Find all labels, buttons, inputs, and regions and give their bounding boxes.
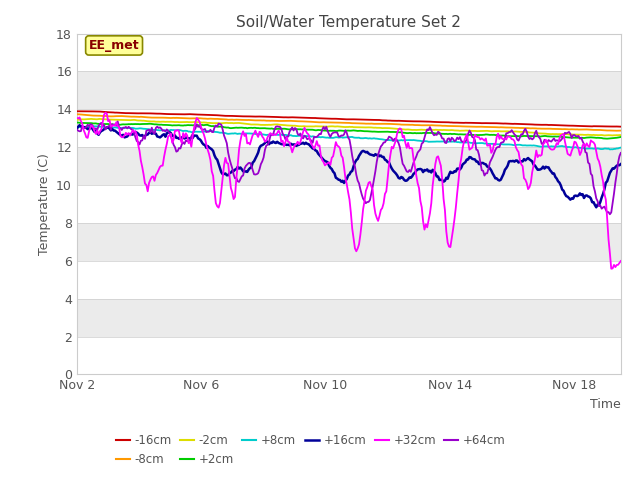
+16cm — [593, 204, 600, 210]
+64cm — [252, 172, 259, 178]
-8cm — [250, 118, 258, 123]
+16cm — [73, 126, 81, 132]
+64cm — [73, 127, 81, 132]
+32cm — [102, 110, 109, 116]
Bar — [77, 336, 621, 374]
Line: +32cm: +32cm — [77, 113, 621, 269]
+32cm — [617, 258, 625, 264]
-2cm — [73, 117, 81, 123]
+32cm — [470, 139, 477, 145]
-2cm — [467, 128, 475, 134]
Text: Time: Time — [590, 398, 621, 411]
+8cm — [91, 123, 99, 129]
Title: Soil/Water Temperature Set 2: Soil/Water Temperature Set 2 — [236, 15, 461, 30]
+32cm — [467, 146, 475, 152]
+8cm — [140, 126, 147, 132]
-16cm — [467, 120, 475, 126]
+8cm — [470, 140, 477, 146]
+2cm — [604, 136, 611, 142]
-2cm — [600, 132, 608, 138]
+8cm — [252, 131, 259, 137]
Text: EE_met: EE_met — [89, 39, 140, 52]
+8cm — [290, 133, 298, 139]
+2cm — [289, 126, 296, 132]
Line: +8cm: +8cm — [77, 126, 621, 149]
+64cm — [290, 128, 298, 133]
+8cm — [417, 138, 424, 144]
+64cm — [606, 211, 614, 217]
Y-axis label: Temperature (C): Temperature (C) — [38, 153, 51, 255]
-16cm — [252, 114, 259, 120]
-16cm — [417, 119, 424, 124]
+8cm — [606, 146, 614, 152]
-2cm — [96, 116, 104, 122]
Bar — [77, 261, 621, 299]
-8cm — [73, 111, 81, 117]
+16cm — [417, 166, 424, 172]
+16cm — [290, 142, 298, 147]
+8cm — [467, 140, 475, 146]
Line: +16cm: +16cm — [77, 125, 621, 207]
-2cm — [470, 128, 477, 134]
-16cm — [290, 114, 298, 120]
Bar — [77, 223, 621, 261]
+16cm — [470, 156, 477, 162]
+8cm — [617, 145, 625, 151]
+2cm — [468, 132, 476, 138]
-16cm — [77, 108, 84, 114]
+32cm — [252, 128, 259, 133]
+16cm — [76, 122, 83, 128]
Line: -8cm: -8cm — [77, 114, 621, 131]
+32cm — [417, 198, 424, 204]
Bar — [77, 72, 621, 109]
Line: -2cm: -2cm — [77, 119, 621, 135]
Line: +64cm: +64cm — [77, 121, 621, 214]
+2cm — [138, 121, 146, 127]
+64cm — [140, 133, 147, 139]
Legend: -16cm, -8cm, -2cm, +2cm, +8cm, +16cm, +32cm, +64cm: -16cm, -8cm, -2cm, +2cm, +8cm, +16cm, +3… — [111, 430, 511, 471]
Line: -16cm: -16cm — [77, 111, 621, 127]
Bar — [77, 34, 621, 72]
Line: +2cm: +2cm — [77, 122, 621, 139]
-2cm — [252, 121, 259, 127]
-2cm — [290, 123, 298, 129]
Bar — [77, 147, 621, 185]
Bar — [77, 185, 621, 223]
-8cm — [617, 128, 625, 133]
-8cm — [613, 128, 621, 133]
-2cm — [140, 118, 147, 123]
+2cm — [415, 131, 423, 136]
+16cm — [140, 133, 147, 139]
-8cm — [468, 124, 476, 130]
+2cm — [250, 125, 258, 131]
-16cm — [73, 108, 81, 114]
+64cm — [417, 146, 424, 152]
Bar — [77, 109, 621, 147]
-16cm — [470, 120, 477, 126]
-2cm — [417, 127, 424, 132]
-16cm — [617, 124, 625, 130]
+16cm — [467, 155, 475, 160]
-16cm — [140, 110, 147, 116]
-8cm — [466, 124, 474, 130]
+2cm — [617, 134, 625, 140]
+2cm — [73, 120, 81, 125]
+2cm — [466, 132, 474, 138]
+32cm — [73, 115, 81, 121]
+32cm — [140, 172, 147, 178]
+16cm — [252, 156, 259, 161]
+8cm — [73, 124, 81, 130]
-2cm — [617, 132, 625, 138]
-8cm — [289, 118, 296, 124]
Bar — [77, 299, 621, 336]
-8cm — [138, 114, 146, 120]
+16cm — [617, 161, 625, 167]
+32cm — [607, 266, 615, 272]
+64cm — [467, 130, 475, 136]
+64cm — [617, 150, 625, 156]
+32cm — [290, 145, 298, 151]
-8cm — [415, 122, 423, 128]
+64cm — [114, 119, 122, 124]
+64cm — [470, 135, 477, 141]
